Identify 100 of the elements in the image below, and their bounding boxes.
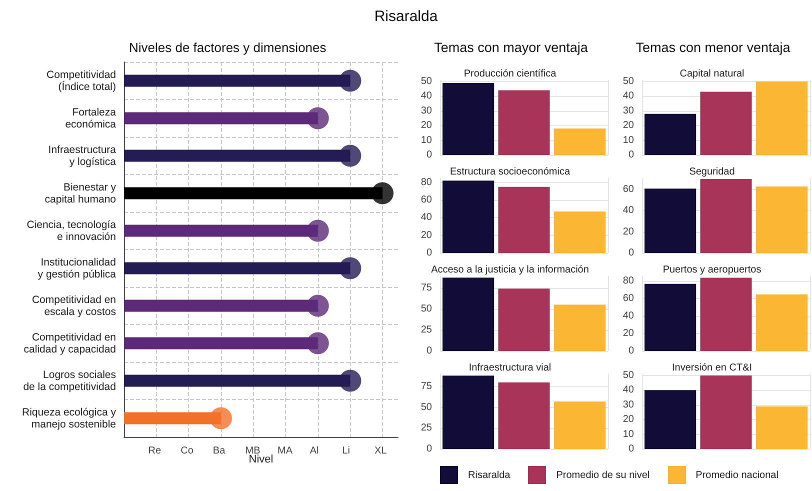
bar bbox=[554, 212, 606, 253]
chart-title: Acceso a la justicia y la información bbox=[431, 264, 589, 276]
y-tick-label: Riqueza ecológica y manejo sostenible bbox=[22, 406, 117, 430]
y-tick-label: 0 bbox=[426, 346, 432, 356]
bar bbox=[756, 186, 808, 253]
text: Ba bbox=[212, 446, 226, 456]
y-tick-label: 20 bbox=[622, 328, 634, 340]
text: XL bbox=[374, 446, 388, 456]
chart-title: Temas con mayor ventaja bbox=[433, 40, 589, 55]
text: MA bbox=[278, 446, 293, 456]
bar bbox=[700, 179, 752, 253]
bar bbox=[442, 82, 494, 155]
bar bbox=[700, 375, 752, 449]
y-tick-label: 20 bbox=[622, 120, 634, 132]
y-tick-label: 0 bbox=[426, 150, 432, 160]
y-tick-label: 0 bbox=[628, 444, 634, 454]
bar bbox=[498, 186, 550, 253]
point bbox=[306, 107, 329, 130]
point bbox=[339, 70, 362, 92]
point bbox=[210, 407, 232, 430]
bar bbox=[700, 278, 752, 351]
y-tick-label: 60 bbox=[622, 293, 634, 304]
y-tick-label: 80 bbox=[420, 176, 432, 188]
bar bbox=[442, 376, 494, 449]
bar bbox=[442, 180, 494, 253]
y-tick-label: 40 bbox=[622, 205, 634, 216]
chart-subtitle: Capital natural bbox=[680, 68, 744, 80]
y-tick-label: 75 bbox=[420, 282, 432, 294]
y-tick-label: 10 bbox=[420, 134, 432, 146]
y-tick-label: 20 bbox=[622, 226, 634, 238]
bar bbox=[644, 284, 696, 351]
point bbox=[306, 220, 329, 242]
bar bbox=[442, 278, 494, 351]
text: Al bbox=[310, 446, 319, 456]
bar bbox=[498, 288, 550, 351]
y-tick-label: 20 bbox=[420, 230, 432, 241]
legend-label: Promedio de su nivel bbox=[556, 470, 650, 480]
y-tick-label: 20 bbox=[622, 414, 634, 426]
point bbox=[306, 332, 329, 354]
y-tick-label: 80 bbox=[622, 276, 634, 287]
y-tick-label: 50 bbox=[420, 303, 432, 314]
y-tick-label: 10 bbox=[622, 134, 634, 146]
bar bbox=[554, 304, 606, 351]
y-tick-label: 50 bbox=[622, 370, 634, 381]
point bbox=[339, 370, 362, 392]
y-tick-label: 0 bbox=[426, 248, 432, 258]
y-tick-label: Competitividad en escala y costos bbox=[32, 294, 116, 318]
y-tick-label: 30 bbox=[622, 105, 634, 116]
y-tick-label: 40 bbox=[622, 90, 634, 102]
y-tick-label: Logros sociales de la competitividad bbox=[23, 368, 116, 393]
chart-subtitle: Producción científica bbox=[464, 68, 557, 80]
bar bbox=[644, 390, 696, 449]
chart-title: Infraestructura vial bbox=[468, 362, 552, 374]
y-tick-label: 40 bbox=[420, 212, 432, 224]
y-tick-label: Fortaleza económica bbox=[65, 106, 116, 130]
y-tick-label: 60 bbox=[420, 194, 432, 206]
chart-title: Estructura socioeconómica bbox=[450, 166, 570, 178]
y-tick-label: 50 bbox=[622, 76, 634, 87]
y-tick-label: 0 bbox=[426, 444, 432, 454]
bar bbox=[498, 382, 550, 449]
bar bbox=[554, 128, 606, 155]
text: Co bbox=[180, 446, 194, 456]
y-tick-label: 30 bbox=[420, 105, 432, 116]
y-tick-label: 75 bbox=[420, 381, 432, 392]
y-tick-label: 30 bbox=[622, 399, 634, 410]
chart-subtitle: Niveles de factores y dimensiones bbox=[129, 40, 327, 55]
bar bbox=[554, 402, 606, 449]
y-tick-label: Bienestar y capital humano bbox=[44, 181, 117, 206]
chart-title: Puertos y aeropuertos bbox=[662, 264, 762, 276]
bar bbox=[700, 92, 752, 155]
point bbox=[339, 257, 362, 280]
y-tick-label: Ciencia, tecnología e innovación bbox=[26, 218, 116, 243]
bar bbox=[756, 294, 808, 351]
point bbox=[372, 182, 394, 204]
text: Re bbox=[148, 446, 162, 456]
point bbox=[339, 144, 362, 167]
chart-title: Temas con menor ventaja bbox=[634, 40, 792, 55]
y-tick-label: 50 bbox=[420, 402, 432, 413]
text: Li bbox=[342, 446, 350, 456]
chart-title: Inversión en CT&I bbox=[672, 362, 752, 374]
y-tick-label: 0 bbox=[628, 346, 634, 356]
x-axis-title: Nivel bbox=[248, 454, 274, 466]
legend-label: Risaralda bbox=[468, 470, 510, 480]
y-tick-label: Institucionalidad y gestión pública bbox=[38, 256, 116, 280]
y-tick-label: 40 bbox=[622, 310, 634, 322]
chart-title: Seguridad bbox=[689, 166, 735, 178]
legend-label: Promedio nacional bbox=[696, 470, 778, 480]
y-tick-label: 0 bbox=[628, 248, 634, 258]
y-tick-label: 25 bbox=[420, 422, 432, 434]
y-tick-label: 10 bbox=[622, 428, 634, 440]
bar bbox=[644, 188, 696, 253]
y-tick-label: Infraestructura y logística bbox=[48, 144, 116, 168]
y-tick-label: Competitividad en calidad y capacidad bbox=[24, 331, 116, 356]
y-tick-label: 40 bbox=[420, 90, 432, 102]
y-tick-label: 50 bbox=[420, 76, 432, 87]
bar bbox=[756, 81, 808, 155]
y-tick-label: Competitividad (Índice total) bbox=[46, 68, 116, 93]
y-tick-label: 0 bbox=[628, 150, 634, 160]
bar bbox=[756, 406, 808, 449]
y-tick-label: 60 bbox=[622, 184, 634, 196]
